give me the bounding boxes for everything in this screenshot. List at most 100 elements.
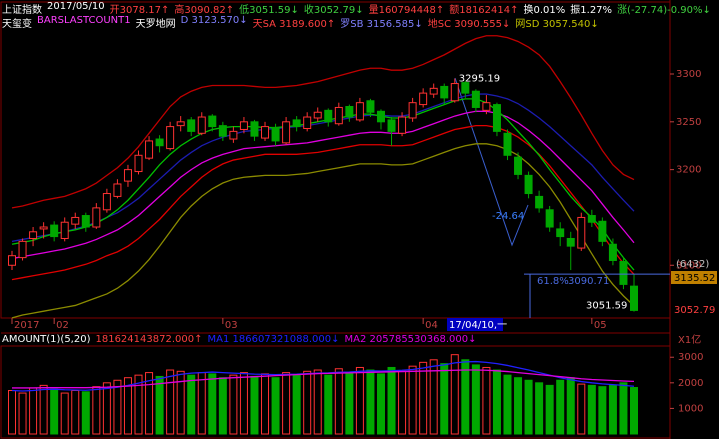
candle-body [440, 85, 449, 99]
volume-bar [492, 369, 501, 435]
candle-body [461, 82, 470, 94]
candle-body [113, 183, 122, 197]
candle-body [102, 193, 111, 211]
trend-line [454, 77, 529, 247]
candle-body [18, 240, 27, 259]
candle-body [387, 119, 396, 132]
cursor-date: 17/04/10,一 [449, 320, 507, 331]
candle-body [492, 104, 501, 132]
candle-body [8, 255, 16, 266]
volume-bar [155, 375, 164, 435]
candle-body [630, 285, 638, 311]
header-text: 量160794448↑ [368, 5, 445, 16]
volume-bar [313, 369, 322, 435]
candle-body [334, 106, 343, 125]
volume-bar [471, 364, 480, 435]
volume-header: AMOUNT(1)(5,20) 181624143872.000↑ MA1 1866… [2, 334, 477, 345]
low-label: 3051.59 [586, 301, 627, 312]
header-text: MA1 186607321088.000↓ [207, 334, 340, 345]
volume-bar [218, 377, 227, 435]
volume-bar [8, 390, 16, 435]
volume-bar [113, 379, 122, 435]
volume-bar [398, 370, 407, 435]
header-text: 天罗地网 [135, 19, 176, 30]
candle-body [145, 140, 154, 159]
quote-header: 上证指数 2017/05/10 开3078.17↑ 高3090.82↑ 低3051.59… [2, 1, 711, 16]
volume-bar [587, 384, 596, 435]
header-text: 收3052.79↓ [303, 5, 364, 16]
header-text: D 3123.570↓ [180, 15, 248, 26]
volume-bar [598, 386, 607, 435]
candle-body [71, 216, 80, 225]
candle-body [545, 209, 554, 228]
candle-body [29, 231, 38, 239]
volume-bar [461, 359, 470, 435]
x-tick-label: 05 [594, 320, 607, 331]
header-text: 2017/05/10 [47, 1, 105, 12]
volume-bar [345, 372, 354, 435]
volume-bar [524, 379, 533, 435]
volume-bar [630, 387, 638, 435]
candle-body [218, 125, 227, 137]
indicator-line [11, 93, 635, 242]
candle-body [535, 195, 544, 209]
header-text: 低3051.59↓ [239, 5, 299, 16]
volume-bar [50, 388, 59, 435]
volume-bar [229, 374, 238, 435]
volume-bar [408, 365, 417, 435]
volume-bar [261, 373, 270, 435]
candle-body [39, 226, 48, 230]
candle-body [92, 207, 101, 228]
y-tick-label: 3200 [676, 165, 701, 176]
volume-bar [250, 375, 259, 435]
x-tick-label: 04 [425, 320, 438, 331]
volume-bar [514, 377, 523, 435]
y-tick-label: 3000 [678, 352, 703, 363]
header-text: MA2 205785530368.000↓ [344, 334, 477, 345]
candle-body [577, 216, 586, 249]
volume-bar [450, 354, 459, 435]
volume-bar [577, 383, 586, 435]
candle-body [313, 111, 322, 119]
volume-bar [29, 387, 38, 435]
candle-body [208, 115, 217, 128]
candle-body [229, 130, 238, 140]
volume-bar [355, 366, 364, 435]
header-text: 181624143872.000↑ [95, 334, 203, 345]
last-close: 3052.79 [674, 305, 715, 316]
volume-bar [166, 369, 175, 435]
volume-bar [123, 377, 132, 435]
candle-body [292, 119, 301, 128]
volume-bar [271, 377, 280, 435]
candle-body [398, 116, 407, 134]
volume-bar [18, 392, 27, 435]
candle-body [355, 102, 364, 121]
volume-bar [239, 372, 248, 435]
candle-body [239, 121, 248, 130]
y-tick-label: 1000 [678, 403, 703, 414]
header-text: 天SA 3189.600↑ [252, 19, 336, 30]
header-text: 开3078.17↑ [109, 5, 170, 16]
volume-bar [102, 382, 111, 435]
volume-bar [482, 366, 491, 435]
volume-bar [366, 369, 375, 435]
volume-bar [376, 373, 385, 435]
annotation: -24.64 [492, 211, 524, 222]
volume-bar [503, 374, 512, 435]
volume-bar [556, 379, 565, 435]
volume-bar [419, 361, 428, 435]
cursor-value-box [671, 271, 717, 284]
volume-bar [566, 377, 575, 435]
indicator-line [11, 143, 635, 319]
fib-value: 3090.71 [568, 276, 609, 287]
candle-body [303, 116, 312, 130]
volume-bar [81, 391, 90, 435]
candle-body [450, 83, 459, 102]
volume-ma [12, 369, 635, 389]
candle-body [271, 127, 280, 142]
candle-body [471, 90, 480, 108]
y-tick-label: 3300 [676, 69, 701, 80]
header-text: 高3090.82↑ [174, 5, 235, 16]
